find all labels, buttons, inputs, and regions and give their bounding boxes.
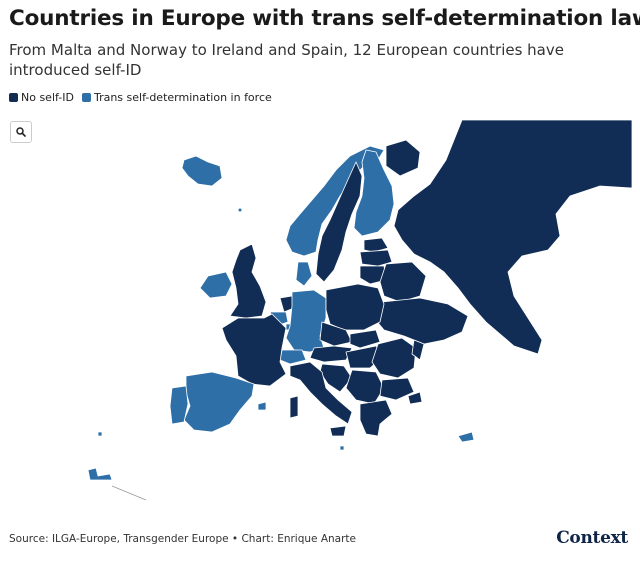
- legend-label-self-id: Trans self-determination in force: [93, 91, 272, 104]
- legend-swatch-self-id: [81, 93, 91, 102]
- island-dot: [238, 208, 242, 212]
- country-lithuania[interactable]: [359, 265, 387, 285]
- source-note: Source: ILGA-Europe, Transgender Europe …: [9, 533, 356, 545]
- country-ireland[interactable]: [199, 271, 233, 299]
- search-icon: [16, 127, 26, 137]
- legend-item-no-self-id[interactable]: No self-ID: [9, 91, 74, 104]
- country-germany[interactable]: [285, 289, 327, 353]
- country-austria[interactable]: [309, 345, 353, 363]
- country-spain-balearics[interactable]: [257, 401, 267, 411]
- europe-map[interactable]: [0, 110, 640, 520]
- country-bulgaria[interactable]: [379, 377, 415, 401]
- country-moldova[interactable]: [411, 339, 425, 361]
- country-belarus[interactable]: [379, 261, 427, 303]
- country-cyprus[interactable]: [457, 431, 475, 443]
- zoom-button[interactable]: [10, 121, 32, 143]
- country-sweden[interactable]: [315, 161, 363, 283]
- outlying-line: [111, 485, 147, 501]
- chart-title: Countries in Europe with trans self-dete…: [9, 6, 640, 31]
- country-spain[interactable]: [183, 371, 255, 433]
- country-ukraine[interactable]: [373, 297, 469, 345]
- country-poland[interactable]: [325, 283, 385, 331]
- country-czechia[interactable]: [319, 321, 353, 347]
- country-italy-sardinia[interactable]: [289, 395, 299, 419]
- country-italy-sicily[interactable]: [329, 425, 347, 437]
- brand-logo[interactable]: Context: [556, 528, 628, 548]
- country-france[interactable]: [221, 313, 287, 387]
- country-malta[interactable]: [339, 445, 345, 451]
- legend: No self-ID Trans self-determination in f…: [9, 91, 272, 104]
- legend-label-no-self-id: No self-ID: [21, 91, 74, 104]
- chart-subtitle: From Malta and Norway to Ireland and Spa…: [9, 41, 564, 79]
- country-uk[interactable]: [229, 243, 267, 319]
- legend-swatch-no-self-id: [9, 93, 18, 102]
- country-switzerland[interactable]: [279, 349, 307, 365]
- legend-item-self-id[interactable]: Trans self-determination in force: [81, 91, 272, 104]
- country-portugal[interactable]: [169, 385, 189, 425]
- country-italy[interactable]: [289, 361, 353, 425]
- country-spain-canaries[interactable]: [87, 467, 113, 481]
- country-finland[interactable]: [353, 149, 395, 237]
- country-russia-north[interactable]: [385, 139, 421, 177]
- country-serbia[interactable]: [345, 369, 385, 405]
- country-iceland[interactable]: [181, 155, 223, 187]
- country-latvia[interactable]: [359, 249, 393, 267]
- country-denmark[interactable]: [295, 261, 313, 287]
- country-slovakia[interactable]: [349, 329, 381, 349]
- country-russia[interactable]: [393, 119, 633, 355]
- country-estonia[interactable]: [363, 237, 389, 253]
- country-romania[interactable]: [371, 337, 417, 379]
- country-portugal-azores[interactable]: [97, 431, 103, 437]
- country-turkey-europe[interactable]: [407, 391, 423, 405]
- country-greece[interactable]: [359, 399, 393, 437]
